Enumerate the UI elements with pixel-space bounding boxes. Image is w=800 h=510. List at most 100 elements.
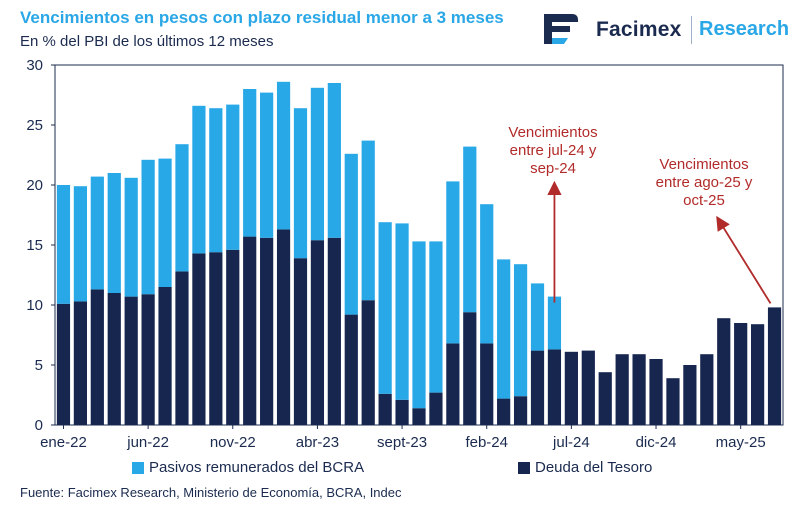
bar-tesoro [209, 252, 223, 425]
bar-bcra [530, 283, 545, 351]
bar-bcra [344, 153, 358, 315]
y-tick-label: 20 [26, 177, 43, 194]
bar-bcra [463, 146, 477, 313]
bar-tesoro [564, 351, 578, 425]
bar-tesoro [175, 271, 189, 425]
bar-bcra [497, 259, 511, 399]
bar-tesoro [107, 293, 121, 425]
bar-bcra [158, 158, 172, 287]
bar-bcra [226, 104, 240, 250]
bar-tesoro [632, 354, 646, 425]
bar-bcra [56, 185, 71, 304]
bar-bcra [293, 108, 308, 259]
x-tick-label: jul-24 [552, 434, 590, 451]
source-note: Fuente: Facimex Research, Ministerio de … [20, 485, 402, 500]
legend-item-tesoro: Deuda del Tesoro [518, 459, 652, 476]
x-tick-label: may-25 [716, 434, 766, 451]
annotation-arrow-2 [716, 215, 772, 304]
bar-bcra [547, 296, 562, 350]
bar-bcra [260, 92, 274, 238]
legend-item-bcra: Pasivos remunerados del BCRA [132, 459, 364, 476]
y-tick-label: 15 [26, 237, 43, 254]
y-tick-label: 0 [35, 417, 43, 434]
bar-tesoro [446, 343, 460, 425]
bar-tesoro [260, 237, 274, 425]
bar-tesoro [547, 349, 562, 425]
bar-tesoro [767, 307, 782, 425]
bar-tesoro [192, 253, 206, 425]
bar-bcra [513, 264, 528, 397]
bar-tesoro [751, 324, 765, 425]
bar-tesoro [243, 236, 257, 425]
bar-tesoro [293, 258, 308, 425]
y-tick-label: 5 [35, 357, 43, 374]
y-tick-label: 30 [26, 57, 43, 74]
x-tick-label: ene-22 [40, 434, 87, 451]
y-tick-label: 10 [26, 297, 43, 314]
bar-tesoro [530, 350, 545, 425]
bar-tesoro [497, 398, 511, 425]
bar-tesoro [73, 301, 87, 425]
x-tick-label: jun-22 [126, 434, 169, 451]
bar-tesoro [666, 378, 680, 425]
bar-bcra [276, 81, 291, 230]
bar-tesoro [412, 408, 426, 425]
bar-bcra [361, 140, 375, 301]
bar-tesoro [327, 237, 341, 425]
bar-bcra [192, 105, 206, 254]
x-tick-label: nov-22 [210, 434, 256, 451]
bar-bcra [243, 89, 257, 237]
facimex-mark-icon [544, 14, 578, 44]
legend-swatch-tesoro [518, 461, 530, 474]
bar-tesoro [615, 354, 629, 425]
bar-tesoro [429, 392, 443, 425]
bar-bcra [141, 159, 155, 295]
bar-tesoro [395, 399, 409, 425]
x-tick-label: abr-23 [296, 434, 339, 451]
bar-bcra [412, 241, 426, 409]
bar-tesoro [90, 289, 104, 425]
bar-tesoro [344, 314, 358, 425]
annotation-1-line-2: entre jul-24 y [509, 142, 597, 159]
logo-section: Research [699, 18, 790, 40]
bar-tesoro [276, 229, 291, 425]
x-tick-label: feb-24 [465, 434, 508, 451]
legend-swatch-bcra [132, 461, 144, 474]
annotation-jul-sep-24: Vencimientos entre jul-24 y sep-24 [488, 124, 618, 178]
bar-tesoro [310, 240, 325, 425]
bar-bcra [395, 223, 409, 400]
chart-title: Vencimientos en pesos con plazo residual… [20, 8, 504, 27]
bar-bcra [124, 177, 138, 297]
legend-label-tesoro: Deuda del Tesoro [535, 459, 653, 476]
annotation-1-line-3: sep-24 [530, 160, 576, 177]
annotation-2-line-2: entre ago-25 y [655, 174, 753, 191]
bar-bcra [209, 108, 223, 253]
bar-bcra [107, 173, 121, 293]
y-tick-label: 25 [26, 117, 43, 134]
chart-subtitle: En % del PBI de los últimos 12 meses [20, 33, 274, 50]
legend-label-bcra: Pasivos remunerados del BCRA [149, 459, 365, 476]
bar-tesoro [700, 354, 714, 425]
bar-tesoro [124, 296, 138, 425]
bar-tesoro [734, 323, 748, 425]
bar-tesoro [158, 287, 172, 425]
bar-tesoro [513, 396, 528, 425]
annotation-ago-oct-25: Vencimientos entre ago-25 y oct-25 [636, 156, 772, 210]
annotation-2-line-1: Vencimientos [659, 156, 749, 173]
bar-bcra [378, 222, 392, 394]
x-tick-label: sept-23 [377, 434, 427, 451]
bar-bcra [446, 181, 460, 344]
logo-brand: Facimex [596, 18, 682, 41]
bar-bcra [480, 204, 494, 344]
bar-tesoro [683, 365, 697, 425]
bar-tesoro [141, 294, 155, 425]
x-tick-label: dic-24 [636, 434, 677, 451]
facimex-logo: Facimex Research [538, 8, 790, 50]
bar-tesoro [480, 343, 494, 425]
logo-separator [691, 16, 692, 44]
bar-tesoro [649, 359, 663, 425]
bar-tesoro [226, 249, 240, 425]
bar-tesoro [598, 372, 612, 425]
bar-tesoro [378, 393, 392, 425]
